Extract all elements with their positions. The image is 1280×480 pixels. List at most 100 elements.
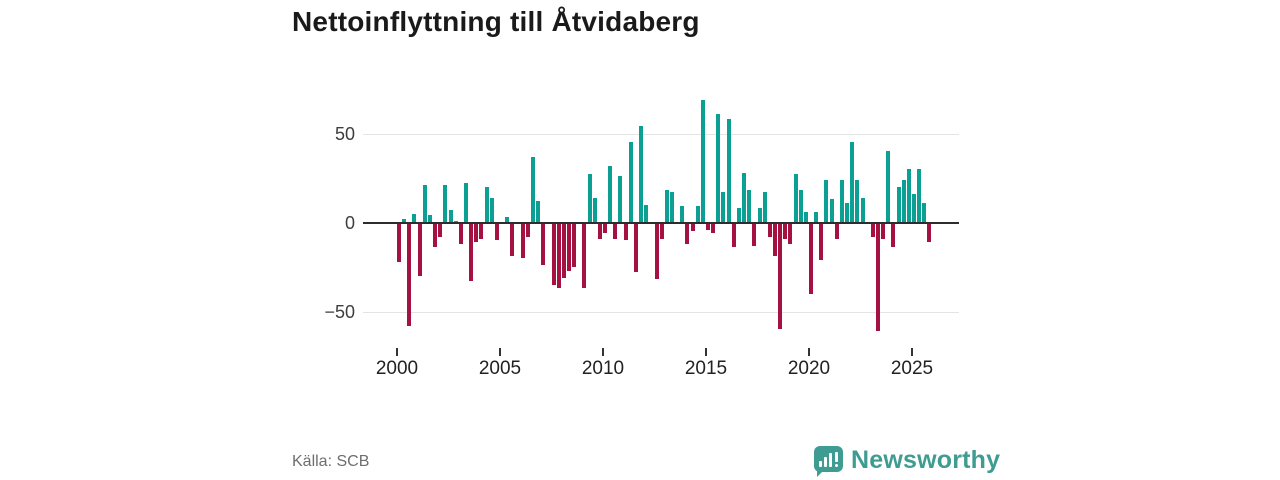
bar-2013Q4 [680, 206, 685, 223]
bar-2010Q3 [613, 222, 618, 239]
bar-2017Q1 [747, 190, 752, 223]
bar-2012Q4 [659, 222, 664, 239]
bar-2023Q4 [886, 151, 891, 223]
bar-2025Q3 [922, 202, 927, 223]
x-axis-tick [499, 348, 501, 356]
chart-title: Nettoinflyttning till Åtvidaberg [292, 6, 700, 37]
bar-2017Q3 [757, 208, 762, 223]
source-label: Källa: SCB [292, 453, 370, 470]
bar-2022Q2 [855, 179, 860, 223]
bar-2020Q3 [819, 222, 824, 260]
logo-bar-chart-icon [819, 453, 832, 467]
bar-2020Q2 [814, 211, 819, 223]
bar-2013Q2 [669, 192, 674, 223]
bar-2025Q2 [917, 169, 922, 223]
bar-2009Q4 [597, 222, 602, 239]
bar-2007Q3 [551, 222, 556, 285]
bar-2024Q2 [896, 186, 901, 223]
bar-2018Q2 [772, 222, 777, 257]
bar-2021Q1 [829, 199, 834, 223]
bar-2020Q1 [809, 222, 813, 294]
gridline [363, 311, 959, 313]
bar-2000Q2 [402, 218, 407, 223]
bar-2010Q4 [618, 176, 623, 223]
bar-2001Q4 [433, 222, 438, 248]
y-axis-label: 0 [344, 212, 355, 233]
bar-2024Q4 [906, 169, 911, 223]
bar-2012Q1 [644, 204, 649, 223]
plot-area [363, 90, 959, 346]
bar-2023Q3 [881, 222, 886, 239]
bar-2015Q3 [716, 113, 721, 223]
bar-2020Q4 [824, 179, 829, 223]
x-axis-tick [911, 348, 913, 356]
logo-exclamation-icon [835, 452, 838, 467]
x-axis-tick [808, 348, 810, 356]
bar-2023Q2 [875, 222, 880, 332]
bar-2014Q1 [685, 222, 690, 244]
bar-2019Q1 [788, 222, 793, 244]
bar-2003Q1 [458, 222, 463, 244]
bar-2008Q1 [561, 222, 566, 278]
bar-2015Q2 [711, 222, 716, 234]
x-axis-tick [705, 348, 707, 356]
bar-2016Q3 [736, 208, 741, 223]
bar-2004Q3 [489, 197, 494, 223]
x-axis-tick [602, 348, 604, 356]
bar-2016Q4 [742, 172, 747, 223]
bar-2003Q4 [474, 222, 479, 243]
bar-2008Q2 [566, 222, 571, 271]
bar-2001Q2 [422, 185, 427, 223]
bar-2019Q2 [793, 174, 798, 223]
gridline [363, 133, 959, 135]
x-axis-label: 2010 [581, 358, 625, 379]
bar-2005Q3 [510, 222, 515, 257]
bar-2011Q3 [633, 222, 638, 273]
bar-2018Q1 [767, 222, 772, 237]
bar-2016Q1 [726, 119, 731, 223]
bar-2007Q4 [556, 222, 561, 289]
bar-2024Q3 [901, 179, 906, 223]
bar-2018Q4 [783, 222, 788, 239]
bar-2001Q3 [427, 215, 432, 223]
logo-bubble-tail [817, 468, 826, 477]
y-axis-label: 50 [334, 123, 355, 144]
bar-2004Q4 [494, 222, 499, 241]
y-axis-label: −50 [324, 301, 355, 322]
bar-2019Q3 [798, 190, 803, 223]
bar-2002Q1 [438, 222, 443, 237]
bar-2021Q2 [834, 222, 839, 239]
bar-2004Q1 [479, 222, 484, 239]
bar-2000Q1 [397, 222, 401, 262]
bar-2016Q2 [731, 222, 736, 248]
bar-2017Q2 [752, 222, 757, 246]
bar-2008Q3 [572, 222, 577, 267]
newsworthy-logo-text: Newsworthy [851, 445, 1001, 474]
bar-2006Q2 [525, 222, 530, 237]
bar-2002Q2 [443, 185, 448, 223]
bar-2022Q1 [850, 142, 855, 223]
bar-2000Q4 [412, 213, 417, 223]
bar-2006Q3 [530, 156, 535, 223]
bar-2011Q1 [623, 222, 628, 241]
bar-2006Q1 [520, 222, 525, 259]
bar-2010Q2 [608, 165, 613, 223]
bar-2021Q4 [845, 202, 850, 223]
bar-2018Q3 [778, 222, 783, 330]
zero-line [363, 221, 959, 224]
bar-2009Q1 [582, 222, 587, 289]
bar-2014Q2 [690, 222, 695, 232]
bar-2003Q3 [469, 222, 474, 282]
bar-2014Q4 [700, 99, 705, 223]
newsworthy-logo-icon [814, 446, 843, 477]
bar-2021Q3 [839, 179, 844, 223]
bar-2022Q3 [860, 197, 865, 223]
bar-2006Q4 [536, 201, 541, 223]
bar-2005Q2 [505, 217, 510, 223]
x-axis-label: 2005 [478, 358, 522, 379]
bar-2024Q1 [891, 222, 896, 248]
x-axis-label: 2025 [890, 358, 934, 379]
bar-2010Q1 [603, 222, 607, 234]
bar-2025Q4 [927, 222, 932, 243]
